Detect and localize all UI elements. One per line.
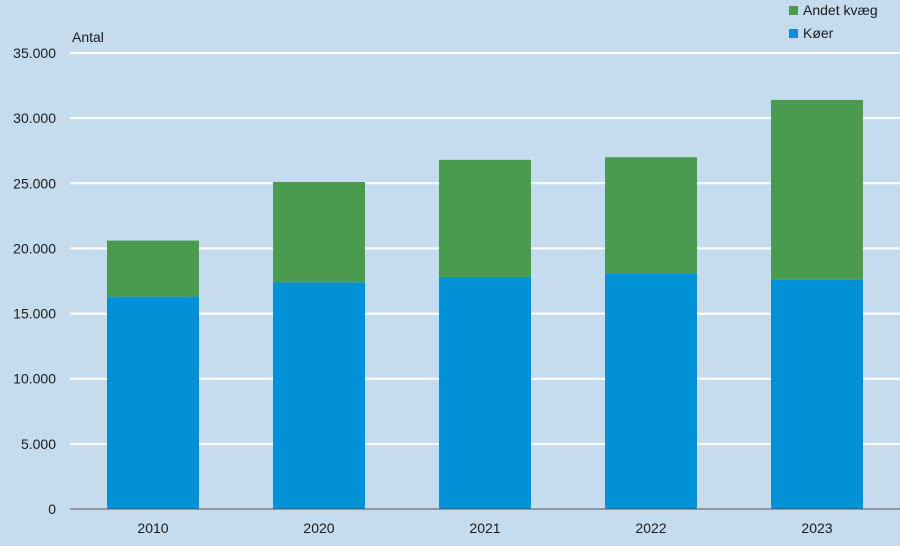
bar-koer-2020 [273, 282, 365, 509]
legend-label: Køer [803, 25, 834, 41]
x-tick-label: 2020 [303, 520, 334, 536]
y-tick-label: 30.000 [13, 110, 56, 126]
bar-andet-kvaeg-2023 [771, 99, 863, 280]
x-tick-label: 2010 [137, 520, 168, 536]
bar-koer-2021 [439, 277, 531, 509]
y-axis-label: Antal [72, 29, 104, 45]
x-tick-label: 2023 [801, 520, 832, 536]
bar-andet-kvaeg-2022 [605, 157, 697, 274]
bars [70, 99, 900, 510]
y-axis-ticks: 0 5.000 10.000 15.000 20.000 25.000 30.000 35.0… [13, 45, 56, 517]
x-tick-label: 2021 [469, 520, 500, 536]
y-tick-label: 25.000 [13, 175, 56, 191]
bar-koer-2022 [605, 273, 697, 509]
y-tick-label: 5.000 [21, 436, 56, 452]
legend-swatch [789, 29, 798, 38]
y-tick-label: 15.000 [13, 306, 56, 322]
x-tick-label: 2022 [635, 520, 666, 536]
x-axis-ticks: 2010 2020 2021 2022 2023 [137, 520, 832, 536]
bar-koer-2023 [771, 279, 863, 509]
bar-andet-kvaeg-2010 [107, 240, 199, 297]
legend-label: Andet kvæg [803, 2, 878, 18]
bar-andet-kvaeg-2020 [273, 181, 365, 283]
y-tick-label: 20.000 [13, 240, 56, 256]
y-tick-label: 10.000 [13, 371, 56, 387]
y-tick-label: 35.000 [13, 45, 56, 61]
y-tick-label: 0 [48, 501, 56, 517]
bar-koer-2010 [107, 296, 199, 509]
legend: Andet kvæg Køer [789, 2, 878, 41]
bar-andet-kvaeg-2021 [439, 159, 531, 278]
legend-swatch [789, 6, 798, 15]
